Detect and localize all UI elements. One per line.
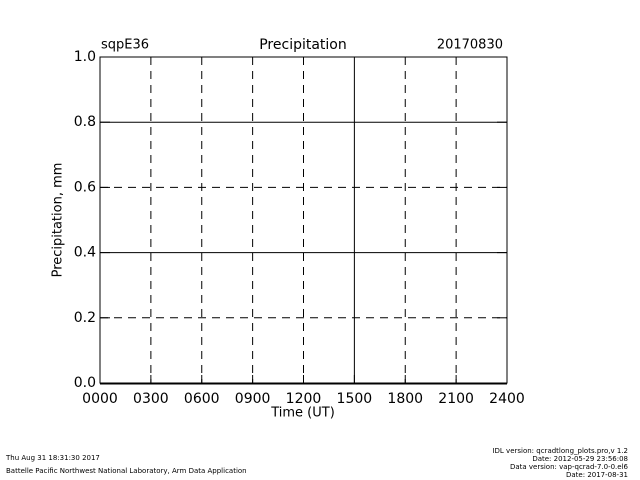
footer-right: Date: 2017-08-31: [566, 471, 628, 479]
y-tick-label: 0.8: [74, 114, 96, 130]
chart-title: Precipitation: [259, 37, 347, 53]
footer-left: Battelle Pacific Northwest National Labo…: [6, 467, 247, 475]
x-tick-label: 0000: [82, 391, 118, 407]
x-tick-label: 0900: [235, 391, 271, 407]
x-tick-label: 1800: [387, 391, 423, 407]
y-tick-label: 1.0: [74, 49, 96, 65]
footer-right: Data version: vap-qcrad-7.0-0.el6: [510, 463, 629, 471]
y-axis-label: Precipitation, mm: [51, 163, 66, 278]
y-tick-label: 0.0: [74, 375, 96, 391]
footer-left: Thu Aug 31 18:31:30 2017: [5, 454, 100, 462]
x-tick-label: 0300: [133, 391, 169, 407]
footer-right: IDL version: qcradtlong_plots.pro,v 1.2: [492, 447, 628, 455]
footer-right: Date: 2012-05-29 23:56:08: [532, 455, 628, 463]
x-tick-label: 1500: [337, 391, 373, 407]
x-tick-label: 2400: [489, 391, 525, 407]
date-label: 20170830: [437, 38, 503, 53]
x-tick-label: 2100: [438, 391, 474, 407]
y-tick-label: 0.4: [74, 245, 96, 261]
y-tick-label: 0.2: [74, 310, 96, 326]
x-tick-label: 1200: [286, 391, 322, 407]
x-tick-label: 0600: [184, 391, 220, 407]
y-tick-label: 0.6: [74, 179, 96, 195]
station-label: sqpE36: [101, 38, 149, 53]
x-axis-label: Time (UT): [270, 406, 335, 421]
